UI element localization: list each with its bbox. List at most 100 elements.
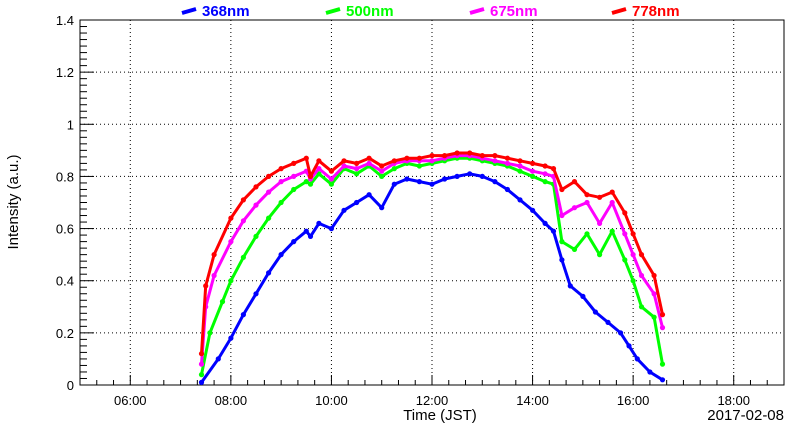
- data-point: [467, 150, 473, 156]
- data-point: [626, 343, 632, 349]
- data-point: [240, 254, 246, 260]
- data-point: [291, 160, 297, 166]
- y-tick-label: 0.4: [56, 274, 74, 289]
- data-point: [328, 168, 334, 174]
- data-point: [253, 202, 259, 208]
- x-tick-label: 06:00: [114, 393, 147, 408]
- data-point: [542, 179, 548, 185]
- y-tick-labels: 0 0.2 0.4 0.6 0.8 1 1.2 1.4: [56, 13, 74, 393]
- data-point: [504, 155, 510, 161]
- data-point: [416, 179, 422, 185]
- data-point: [659, 361, 666, 367]
- data-point: [442, 176, 448, 182]
- data-point: [379, 168, 385, 174]
- data-point: [429, 153, 435, 159]
- data-point: [240, 312, 246, 318]
- data-point: [597, 252, 603, 258]
- data-point: [379, 173, 385, 179]
- x-axis-title: Time (JST): [403, 407, 477, 424]
- data-point: [366, 160, 372, 166]
- data-point: [571, 205, 578, 211]
- data-point: [659, 377, 666, 383]
- axis-ticks: [79, 19, 785, 386]
- data-point: [517, 168, 523, 174]
- data-point: [479, 173, 485, 179]
- x-tick-label: 16:00: [617, 393, 650, 408]
- legend-label: 368nm: [202, 3, 250, 20]
- data-point: [366, 192, 372, 198]
- data-point: [429, 158, 435, 164]
- data-point: [517, 158, 523, 164]
- data-point: [651, 314, 657, 320]
- date-label: 2017-02-08: [707, 407, 784, 424]
- data-point: [198, 361, 205, 367]
- data-point: [198, 351, 205, 357]
- data-point: [492, 158, 498, 164]
- data-point: [219, 299, 226, 305]
- data-point: [316, 166, 322, 172]
- data-point: [454, 150, 460, 156]
- data-point: [609, 228, 615, 234]
- data-point: [517, 163, 523, 169]
- data-point: [630, 252, 636, 258]
- data-point: [278, 199, 284, 206]
- data-point: [240, 218, 246, 224]
- y-tick-label: 0.8: [56, 169, 74, 184]
- data-point: [379, 163, 385, 169]
- data-point: [567, 283, 573, 289]
- data-point: [542, 163, 548, 169]
- data-point: [278, 166, 284, 172]
- data-point: [211, 252, 217, 258]
- data-point: [240, 197, 246, 203]
- data-point: [559, 239, 565, 245]
- series-layer: [198, 150, 666, 385]
- data-point: [278, 179, 284, 185]
- data-point: [584, 192, 590, 198]
- data-point: [504, 160, 510, 166]
- data-point: [571, 179, 578, 185]
- data-point: [391, 158, 397, 164]
- data-point: [530, 168, 536, 174]
- data-point: [609, 199, 615, 206]
- y-tick-label: 0.2: [56, 326, 74, 341]
- data-point: [530, 160, 536, 166]
- data-point: [584, 231, 590, 237]
- data-point: [291, 239, 297, 245]
- data-point: [416, 163, 422, 169]
- data-point: [354, 166, 360, 172]
- data-point: [630, 278, 636, 284]
- data-point: [316, 220, 322, 226]
- y-tick-label: 1.2: [56, 65, 74, 80]
- data-point: [253, 233, 259, 239]
- data-point: [659, 312, 666, 318]
- data-point: [638, 272, 645, 279]
- data-point: [328, 181, 334, 187]
- legend-swatch: [181, 7, 197, 15]
- data-point: [198, 372, 205, 378]
- data-point: [638, 252, 645, 258]
- data-point: [622, 210, 628, 216]
- series-line: [200, 172, 664, 384]
- y-tick-label: 1.4: [56, 13, 74, 28]
- legend-swatch: [611, 7, 627, 15]
- data-point: [609, 189, 615, 195]
- data-point: [291, 173, 297, 179]
- data-point: [404, 155, 410, 161]
- data-point: [559, 257, 565, 263]
- plot-frame: [79, 19, 785, 386]
- data-point: [328, 226, 334, 232]
- x-tick-labels: 06:00 08:00 10:00 12:00 14:00 16:00 18:00: [114, 393, 750, 408]
- data-point: [215, 356, 221, 362]
- data-point: [651, 291, 657, 297]
- data-point: [266, 173, 272, 179]
- data-point: [316, 158, 322, 164]
- data-point: [198, 379, 205, 385]
- data-point: [404, 176, 410, 182]
- x-tick-label: 18:00: [717, 393, 750, 408]
- data-point: [291, 186, 297, 193]
- x-tick-label: 10:00: [315, 393, 348, 408]
- data-point: [303, 179, 309, 185]
- y-tick-label: 0: [67, 378, 74, 393]
- data-point: [307, 233, 314, 239]
